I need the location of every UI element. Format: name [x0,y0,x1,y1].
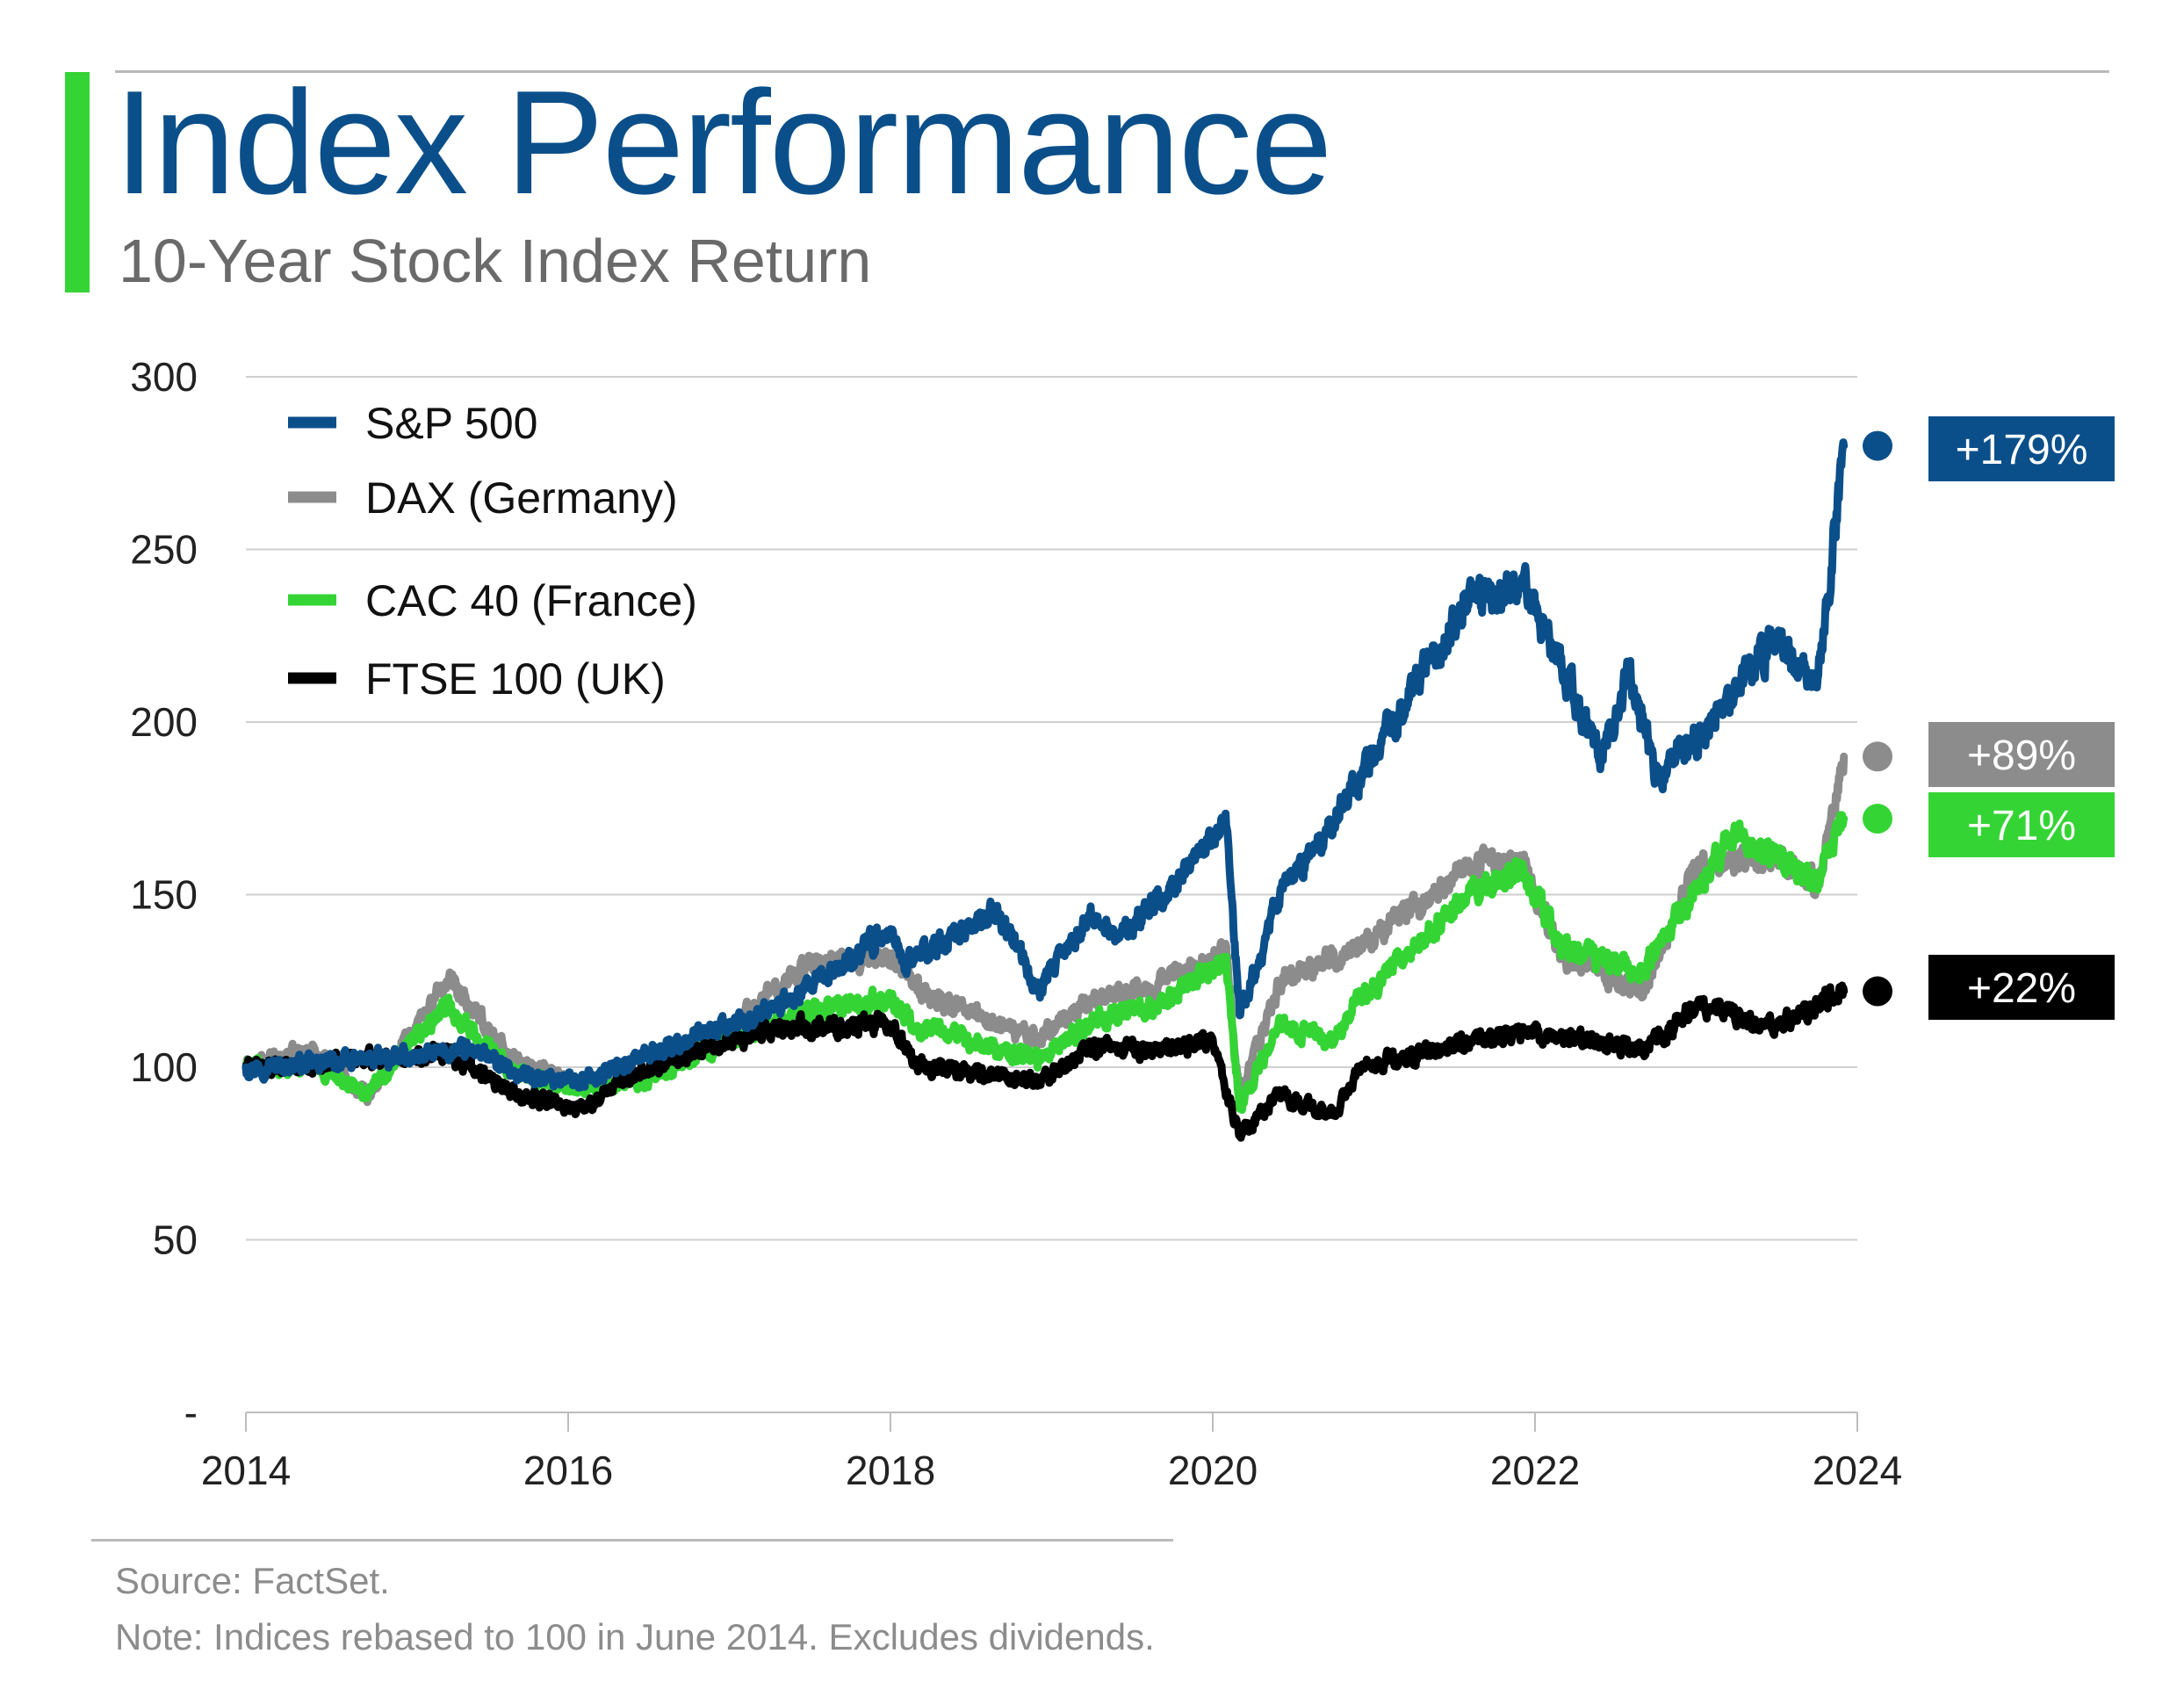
end-marker-2 [1863,804,1892,834]
legend: S&P 500 DAX (Germany) CAC 40 (France) FTSE … [288,399,697,704]
y-axis-ticks: - 50 100 150 200 250 300 [130,354,198,1435]
x-tick-label: 2018 [846,1448,935,1493]
series-line-0 [241,438,1849,1092]
end-label-0: +179% [1956,427,2088,473]
x-tick-label: 2020 [1168,1448,1258,1493]
series-lines [241,438,1849,1142]
x-tick-label: 2014 [201,1448,291,1493]
x-axis: 2014 2016 2018 2020 2022 2024 [201,1412,1902,1493]
y-tick-label: - [184,1390,198,1435]
end-label-box-2 [1928,792,2115,857]
y-tick-label: 150 [130,872,198,918]
legend-label-1: DAX (Germany) [365,473,678,523]
end-label-box-1 [1928,722,2115,787]
y-tick-label: 200 [130,699,198,745]
x-tick-label: 2022 [1490,1448,1580,1493]
bottom-rule [91,1539,1173,1542]
chart-subtitle: 10-Year Stock Index Return [119,227,872,295]
series-line-1 [241,752,1849,1107]
series-line-3 [241,981,1849,1142]
y-tick-label: 250 [130,527,198,573]
end-label-1: +89% [1967,733,2076,779]
legend-label-2: CAC 40 (France) [365,576,697,625]
end-marker-3 [1863,976,1892,1007]
chart-title: Index Performance [114,60,1332,225]
footnote: Note: Indices rebased to 100 in June 201… [115,1616,1155,1657]
end-markers: +179% +89% +71% +22% [1863,416,2115,1020]
accent-bar [65,72,90,292]
legend-label-0: S&P 500 [365,399,537,448]
legend-label-3: FTSE 100 (UK) [365,654,666,704]
y-tick-label: 50 [153,1217,198,1263]
y-tick-label: 100 [130,1044,198,1090]
end-label-box-0 [1928,416,2115,481]
x-tick-label: 2024 [1813,1448,1902,1493]
end-label-3: +22% [1967,965,2076,1012]
x-tick-label: 2016 [523,1448,613,1493]
end-marker-1 [1863,741,1892,772]
end-label-2: +71% [1967,803,2076,849]
end-label-box-3 [1928,955,2115,1020]
y-tick-label: 300 [130,354,198,400]
top-rule [115,70,2109,73]
end-marker-0 [1863,430,1892,461]
grid-lines [246,376,1857,1413]
source-note: Source: FactSet. [115,1560,390,1601]
